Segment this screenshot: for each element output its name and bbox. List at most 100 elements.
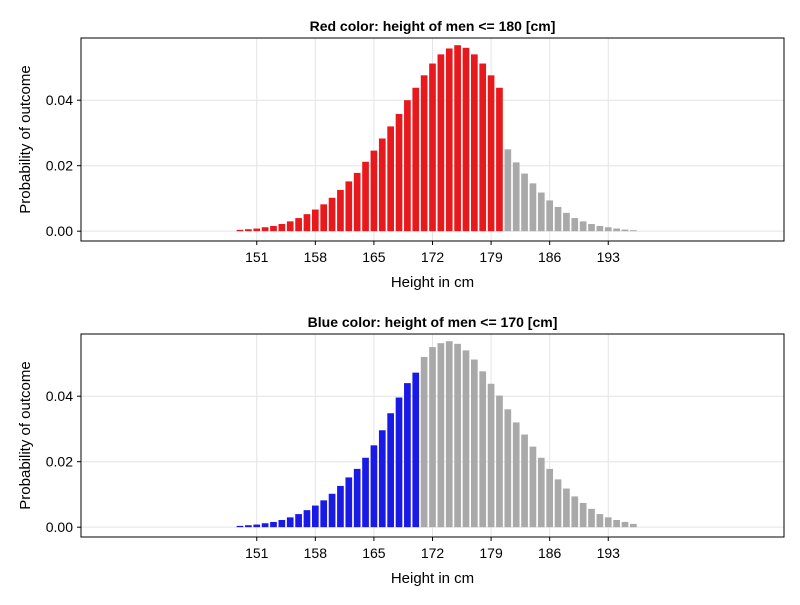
chart-panel-2: Blue color: height of men <= 170 [cm] 151… [17, 314, 785, 587]
bar-173 [437, 343, 445, 528]
bar-180 [496, 87, 503, 232]
bar-185 [537, 192, 545, 232]
bar-189 [571, 496, 579, 528]
bar-191 [588, 508, 595, 528]
x-tick-label: 186 [538, 545, 562, 561]
bar-187 [554, 479, 562, 528]
bar-168 [395, 113, 403, 232]
bar-162 [345, 477, 353, 528]
bar-160 [328, 197, 336, 232]
bar-169 [404, 383, 411, 528]
bar-188 [563, 488, 570, 528]
bar-154 [278, 519, 286, 528]
bar-161 [337, 189, 344, 232]
x-tick-label: 193 [597, 249, 621, 265]
bar-157 [303, 510, 311, 528]
bar-159 [320, 500, 328, 528]
bar-160 [328, 493, 336, 528]
x-tick-label: 172 [421, 545, 445, 561]
bar-175 [454, 45, 461, 232]
bar-177 [470, 359, 478, 528]
x-tick-label: 165 [362, 249, 386, 265]
bar-167 [387, 126, 395, 232]
bar-150 [245, 525, 252, 528]
bar-165 [370, 150, 378, 232]
bar-182 [512, 422, 520, 528]
x-tick-label: 151 [245, 545, 269, 561]
x-axis-label: Height in cm [391, 274, 474, 291]
bar-164 [362, 161, 369, 232]
bar-192 [596, 514, 604, 528]
bar-193 [604, 517, 612, 528]
bar-173 [437, 54, 445, 232]
bar-196 [630, 523, 637, 528]
x-tick-label: 158 [304, 545, 328, 561]
bar-186 [546, 468, 554, 528]
bar-190 [579, 221, 587, 232]
bar-178 [479, 371, 487, 528]
bar-164 [362, 457, 369, 528]
y-axis-label: Probability of outcome [17, 361, 34, 509]
bar-158 [311, 505, 319, 528]
bar-190 [579, 502, 587, 528]
bar-193 [604, 227, 612, 232]
bar-154 [278, 223, 286, 232]
bar-151 [253, 228, 261, 232]
x-axis-label: Height in cm [391, 570, 474, 587]
x-tick-label: 193 [597, 545, 621, 561]
y-tick-label: 0.02 [46, 454, 73, 470]
bar-166 [378, 138, 386, 232]
bar-182 [512, 162, 520, 232]
y-tick-label: 0.04 [46, 388, 73, 404]
x-tick-label: 172 [421, 249, 445, 265]
bar-174 [445, 48, 453, 232]
bar-170 [412, 372, 420, 528]
bar-152 [261, 523, 269, 528]
bar-169 [404, 100, 411, 232]
x-tick-label: 179 [479, 249, 503, 265]
bar-168 [395, 397, 403, 528]
y-axis-label: Probability of outcome [17, 65, 34, 213]
bar-181 [504, 149, 512, 232]
bar-195 [621, 229, 629, 232]
bar-175 [454, 343, 461, 528]
bar-176 [462, 47, 470, 232]
bar-162 [345, 181, 353, 232]
bar-185 [537, 457, 545, 528]
bar-157 [303, 214, 311, 232]
bar-194 [613, 228, 620, 232]
y-tick-label: 0.00 [46, 519, 73, 535]
bar-172 [429, 347, 436, 528]
bar-177 [470, 54, 478, 232]
bar-156 [295, 218, 302, 232]
y-tick-label: 0.02 [46, 158, 73, 174]
x-tick-label: 151 [245, 249, 269, 265]
bar-195 [621, 521, 629, 528]
bar-150 [245, 229, 252, 232]
bar-159 [320, 204, 328, 232]
bar-189 [571, 218, 579, 232]
bar-166 [378, 430, 386, 528]
bar-155 [286, 221, 294, 232]
bar-179 [487, 75, 495, 232]
bar-153 [270, 521, 277, 528]
bar-184 [529, 446, 537, 528]
bar-180 [496, 395, 503, 528]
bar-151 [253, 524, 261, 528]
chart-panel-1: Red color: height of men <= 180 [cm] 151 1… [17, 18, 785, 291]
bar-176 [462, 350, 470, 528]
bar-149 [236, 229, 244, 232]
x-tick-label: 165 [362, 545, 386, 561]
x-tick-label: 186 [538, 249, 562, 265]
bar-167 [387, 413, 395, 528]
bar-183 [521, 434, 528, 528]
bar-165 [370, 445, 378, 528]
bar-174 [445, 341, 453, 528]
bar-163 [353, 468, 361, 528]
bar-186 [546, 200, 554, 232]
x-tick-label: 158 [304, 249, 328, 265]
bar-187 [554, 206, 562, 232]
bar-183 [521, 173, 528, 232]
